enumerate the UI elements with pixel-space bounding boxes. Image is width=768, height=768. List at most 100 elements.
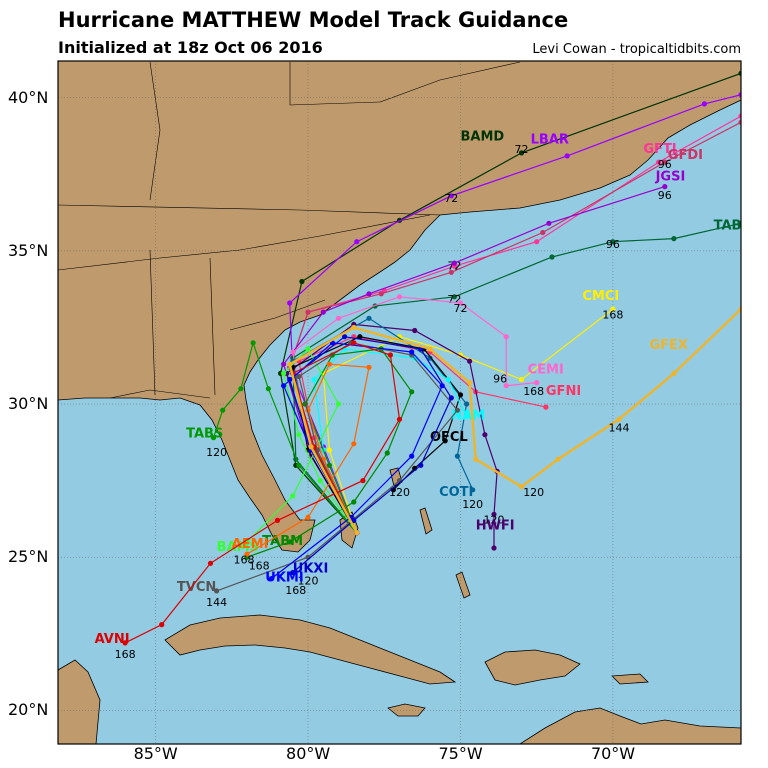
track-point [366,315,372,321]
forecast-hour-label: 72 [515,143,529,156]
model-name-label: UKXI [293,562,329,577]
model-name-label: NAM [451,408,485,423]
track-point [317,478,323,484]
track-point [549,254,555,260]
track-point [442,438,448,444]
track-point [464,401,470,407]
model-name-label: BAMS [217,540,259,555]
track-point [122,640,128,646]
track-point [305,514,311,521]
track-point [503,383,509,389]
model-name-label: AEMI [232,537,269,552]
track-point [543,404,549,410]
track-point [296,462,302,468]
forecast-hour-label: 168 [249,559,270,572]
track-point [335,315,342,321]
page-title: Hurricane MATTHEW Model Track Guidance [58,8,569,32]
track-point [238,386,244,392]
track-point [738,113,741,119]
track-point [503,334,509,340]
track-point [457,392,464,398]
track-point [448,269,454,275]
track-point [305,346,311,352]
track-point [387,352,393,358]
track-point [299,278,305,285]
model-name-label: COTI [439,485,473,500]
track-point [610,306,616,312]
track-point [366,364,372,370]
track-point [534,239,540,245]
track-point [738,119,741,125]
track-point [662,159,668,165]
track-point [159,622,165,628]
track-point [311,376,317,383]
state-border-line [289,62,381,106]
longitude-tick-label: 70°W [590,744,636,763]
hispaniola-landmass [484,649,581,686]
track-point [467,380,473,386]
state-border-line [379,61,521,103]
track-point [378,291,384,297]
state-border-line [149,249,156,396]
track-point [448,193,454,199]
track-point [296,432,302,438]
track-point [451,260,457,266]
track-point [564,153,570,159]
model-name-label: JGSI [655,169,686,184]
track-point [738,92,741,98]
state-border-line [58,214,431,271]
track-point [546,220,552,226]
model-name-label: GFDI [668,148,703,163]
track-point [470,487,476,493]
track-line-gfex [288,308,741,534]
track-point [281,370,287,376]
forecast-hour-label: 168 [523,385,544,398]
track-point [701,101,708,107]
forecast-hour-label: 72 [454,302,468,315]
track-point [351,499,357,505]
track-point [366,291,372,297]
track-point [268,576,274,582]
model-name-label: OFCL [430,430,468,445]
track-point [534,380,540,386]
track-point [308,444,314,450]
init-subtitle: Initialized at 18z Oct 06 2016 [58,38,323,57]
jamaica-landmass [387,703,426,717]
track-point [473,456,479,462]
forecast-hour-label: 96 [493,373,507,386]
track-point [610,239,616,245]
track-point [518,484,525,490]
track-point [738,220,741,226]
bahamas-long-island [455,571,471,599]
longitude-tick-label: 85°W [133,744,178,763]
track-point [351,441,357,447]
track-point [214,588,220,594]
state-border-line [58,204,441,216]
track-bamd: 72 BAMD [278,70,741,536]
track-tabs: 120 TABS [186,340,360,536]
track-point [445,376,451,383]
cuba-landmass [164,614,457,685]
us-landmass [58,61,741,553]
track-point [207,560,214,566]
track-point [290,569,296,576]
model-name-label: HWFI [476,519,515,534]
track-point [616,416,622,422]
latitude-tick-label: 40°N [8,87,49,107]
track-point [491,545,497,551]
model-name-label: GFTI [643,142,676,157]
forecast-hour-label: 168 [234,553,255,566]
track-point [427,355,433,361]
track-point [296,373,302,380]
track-point [409,349,415,355]
track-point [412,327,418,334]
track-point [454,453,460,459]
forecast-hour-label: 120 [206,446,227,459]
track-point [451,294,457,300]
model-name-label: GFNI [546,384,581,399]
forecast-hour-label: 168 [115,648,136,661]
track-point [287,539,293,545]
track-point [662,184,668,190]
